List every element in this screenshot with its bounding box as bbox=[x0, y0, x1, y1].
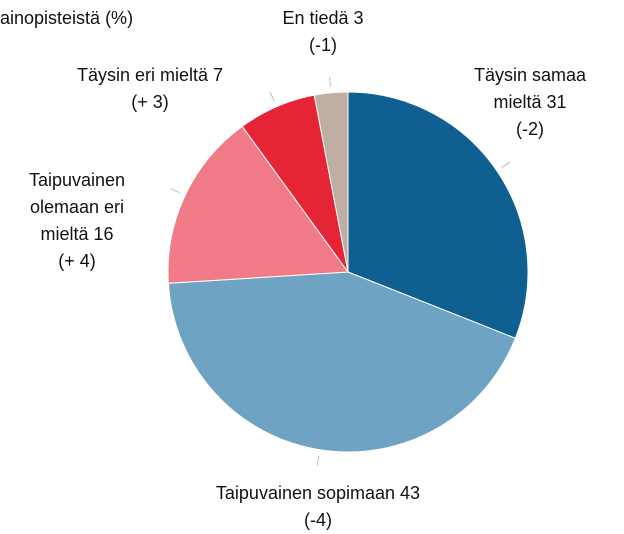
change-label: (-4) bbox=[304, 510, 332, 530]
value-label: 3 bbox=[353, 8, 364, 28]
slice-label: Taipuvainen olemaan eri mieltä 16 (+ 4) bbox=[15, 167, 140, 275]
slice-label: Taipuvainen sopimaan 43 (-4) bbox=[168, 480, 468, 534]
slice-label: Täysin eri mieltä 7 (+ 3) bbox=[20, 62, 280, 116]
value-label: 7 bbox=[213, 65, 224, 85]
leader-line bbox=[269, 91, 275, 102]
leader-line bbox=[170, 188, 180, 194]
category-name: Täysin samaa mieltä bbox=[473, 65, 587, 112]
category-name: Taipuvainen sopimaan bbox=[215, 483, 396, 503]
slice-label: En tiedä 3 (-1) bbox=[223, 5, 423, 59]
category-name: Taipuvainen olemaan eri mieltä bbox=[28, 170, 126, 244]
pie-slice bbox=[167, 271, 517, 453]
value-label: 43 bbox=[400, 483, 421, 503]
leader-line bbox=[316, 455, 320, 466]
pie-slice bbox=[347, 91, 529, 339]
pie-slice bbox=[313, 91, 349, 273]
leader-line bbox=[329, 76, 331, 87]
slice-label: Täysin samaa mieltä 31 (-2) bbox=[468, 62, 593, 143]
change-label: (+ 4) bbox=[58, 251, 96, 271]
change-label: (+ 3) bbox=[131, 92, 169, 112]
pie-slice bbox=[167, 125, 349, 284]
category-name: Täysin eri mieltä bbox=[76, 65, 208, 85]
category-name: En tiedä bbox=[282, 8, 349, 28]
change-label: (-1) bbox=[309, 35, 337, 55]
chart-title: ainopisteistä (%) bbox=[0, 8, 134, 28]
value-label: 31 bbox=[546, 92, 567, 112]
change-label: (-2) bbox=[516, 119, 544, 139]
leader-line bbox=[501, 161, 511, 168]
value-label: 16 bbox=[93, 224, 114, 244]
